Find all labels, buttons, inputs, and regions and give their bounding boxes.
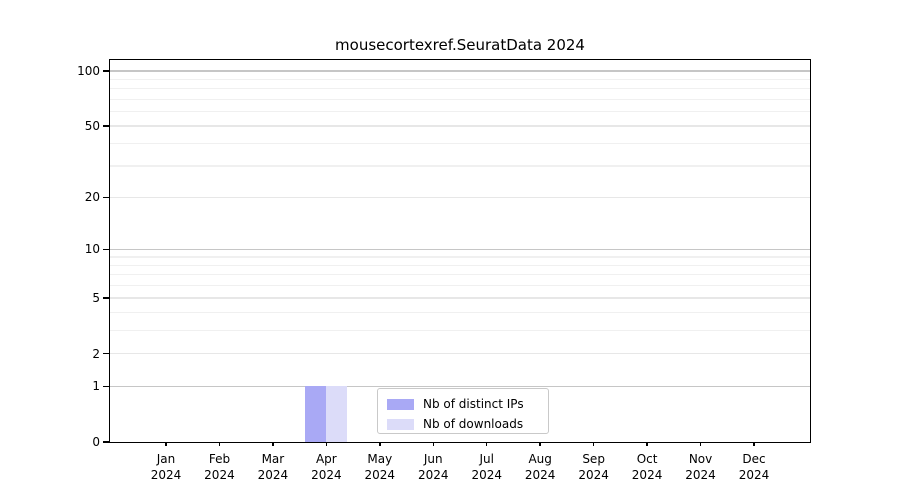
x-tick-4	[379, 442, 381, 446]
y-tick-label-2: 2	[92, 346, 100, 361]
y-tick-1	[103, 385, 110, 387]
y-tick-label-10: 10	[84, 242, 100, 257]
y-tick-label-1: 1	[92, 379, 100, 394]
gridline-y-100	[110, 70, 810, 72]
plot-area	[110, 60, 810, 442]
x-tick-label-8: Sep 2024	[578, 452, 609, 482]
y-tick-100	[103, 70, 110, 72]
gridline-y-50	[110, 125, 810, 127]
legend-swatch-0	[387, 398, 414, 410]
gridline-y-7	[110, 274, 810, 276]
legend: Nb of distinct IPs Nb of downloads	[377, 388, 549, 434]
gridline-y-20	[110, 196, 810, 198]
x-tick-1	[218, 442, 221, 446]
y-tick-label-5: 5	[92, 291, 100, 305]
gridline-y-60	[110, 111, 810, 113]
gridline-y-2	[110, 353, 810, 355]
legend-swatch-1	[387, 418, 414, 430]
gridline-y-9	[110, 256, 810, 258]
x-tick-label-6: Jul 2024	[471, 452, 502, 482]
x-tick-label-3: Apr 2024	[311, 452, 342, 482]
legend-entry-1: Nb of downloads	[378, 414, 548, 434]
y-tick-label-0: 0	[92, 435, 100, 449]
gridline-y-40	[110, 142, 810, 145]
x-tick-7	[539, 442, 541, 446]
x-tick-label-0: Jan 2024	[150, 452, 182, 482]
x-tick-label-9: Oct 2024	[631, 452, 663, 482]
legend-entry-0: Nb of distinct IPs	[378, 394, 548, 414]
gridline-y-3	[110, 329, 810, 332]
x-tick-label-4: May 2024	[364, 452, 396, 482]
x-tick-label-10: Nov 2024	[685, 452, 716, 482]
y-tick-10	[103, 248, 110, 250]
y-tick-label-20: 20	[84, 190, 100, 205]
y-tick-2	[103, 353, 110, 355]
x-tick-9	[646, 442, 648, 446]
gridline-y-10	[110, 248, 810, 250]
gridline-y-4	[110, 312, 810, 314]
y-tick-label-50: 50	[84, 119, 100, 134]
x-tick-label-2: Mar 2024	[257, 452, 289, 482]
bar-nb-of-distinct-ips-apr-2024	[305, 386, 327, 442]
y-tick-20	[103, 196, 110, 199]
x-tick-2	[272, 442, 274, 446]
gridline-y-8	[110, 264, 810, 267]
gridline-y-6	[110, 285, 810, 287]
x-tick-8	[592, 442, 595, 446]
x-tick-11	[753, 442, 755, 446]
y-tick-5	[103, 297, 110, 299]
legend-label-0: Nb of distinct IPs	[423, 397, 524, 411]
gridline-y-90	[110, 78, 810, 81]
y-tick-0	[103, 441, 110, 443]
x-tick-3	[325, 442, 328, 446]
gridline-y-80	[110, 88, 810, 90]
x-tick-label-1: Feb 2024	[204, 452, 235, 482]
gridline-y-30	[110, 165, 810, 167]
gridline-y-1	[110, 385, 810, 387]
legend-label-1: Nb of downloads	[423, 417, 524, 431]
y-tick-50	[103, 125, 110, 127]
x-tick-label-5: Jun 2024	[417, 452, 449, 482]
y-tick-label-100: 100	[77, 64, 100, 79]
x-tick-6	[486, 442, 488, 446]
x-tick-10	[699, 442, 702, 446]
gridline-y-70	[110, 98, 810, 101]
bar-nb-of-downloads-apr-2024	[326, 386, 348, 442]
x-tick-5	[432, 442, 434, 446]
x-tick-label-7: Aug 2024	[524, 452, 556, 482]
x-tick-0	[165, 442, 167, 446]
x-tick-label-11: Dec 2024	[738, 452, 770, 482]
gridline-y-5	[110, 297, 810, 299]
chart-title: mousecortexref.SeuratData 2024	[335, 36, 585, 54]
